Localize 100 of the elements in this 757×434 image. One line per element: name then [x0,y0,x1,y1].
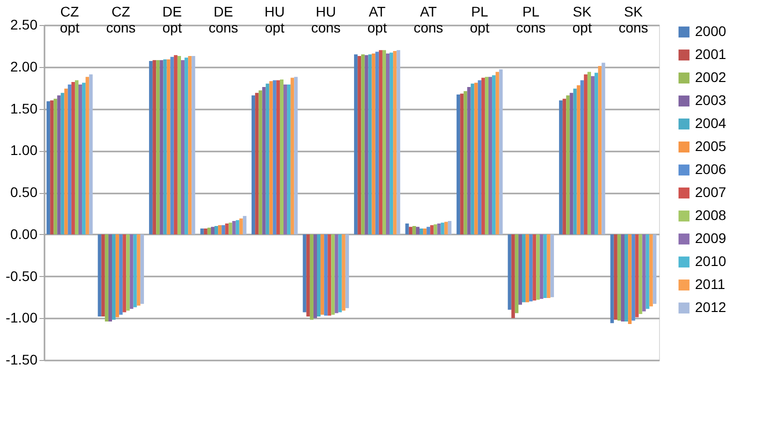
bar [174,55,178,234]
bar [272,80,276,234]
bar [50,100,54,234]
bar [620,234,625,322]
bar [331,234,335,315]
bar [405,223,409,234]
x-tick-label: AT cons [414,4,444,36]
bar [188,56,192,234]
bar [492,75,496,234]
bar [266,84,270,234]
bar [228,222,232,234]
bar [649,234,653,306]
x-tick-label: SK opt [572,4,592,36]
bar [136,234,140,306]
legend-label: 2005 [695,138,726,154]
x-tick-label: CZ cons [106,4,136,36]
bar [543,234,547,298]
legend-label: 2006 [695,161,726,177]
bar [437,223,441,234]
bar [522,234,526,302]
bar [342,234,346,311]
x-tick-label: HU cons [311,4,341,36]
y-tick-label: 1.00 [10,142,38,158]
bar [587,72,591,234]
bar [430,225,434,234]
bar [610,234,614,324]
bar [546,234,550,298]
bar [302,234,306,312]
x-tick-label: PL cons [516,4,546,36]
bar [283,84,288,234]
bar [412,226,416,234]
bar [434,224,438,234]
bar [338,234,342,312]
bar [481,78,485,234]
bar [71,82,75,234]
bar [614,234,618,320]
bar [598,66,602,234]
bar [390,52,394,234]
bar [334,234,338,314]
bar [207,228,211,234]
bar [642,234,646,312]
bar [456,94,460,234]
bar [345,234,349,308]
bar [210,226,215,234]
y-tick-label: -1.00 [6,310,38,326]
bar [328,234,332,316]
bar [393,50,397,234]
bar [460,94,464,234]
legend-label: 2002 [695,69,726,85]
bar [192,56,196,234]
bar [122,234,126,312]
bar [156,60,160,234]
bar [225,223,229,234]
bar [628,234,632,324]
bar [526,234,530,302]
legend-label: 2001 [695,46,726,62]
bar [440,222,444,234]
bar [408,226,412,234]
bar [386,53,390,234]
bar [232,220,236,234]
bar [514,234,518,314]
bar [239,218,243,234]
bar [570,92,574,234]
y-tick-label: -0.50 [6,268,38,284]
bar [474,82,478,234]
bar [646,234,650,309]
y-tick-label: -1.50 [6,352,38,368]
bar [306,234,310,316]
bar [160,60,164,234]
bar [396,50,400,234]
legend-label: 2010 [695,253,726,269]
x-tick-label: DE cons [208,4,238,36]
bar [518,234,522,305]
bar [361,54,365,234]
bar [354,54,358,234]
bar [149,61,153,234]
bar [200,228,204,234]
bar [550,234,554,298]
legend-label: 2011 [695,276,726,292]
bar [119,234,123,315]
bar [444,222,448,234]
bar [467,86,471,234]
bar [584,74,588,234]
y-tick-label: 0.00 [10,226,38,242]
bar [635,234,639,318]
bar [317,234,321,316]
bar [177,56,181,234]
y-tick-label: 2.00 [10,58,38,74]
bar [632,234,636,321]
bar [255,92,259,234]
bar [364,55,368,234]
bar [86,76,90,234]
legend-label: 2009 [695,230,726,246]
bar [496,72,500,234]
bar [184,58,188,234]
bar [499,69,503,234]
bar [236,220,240,234]
bar [375,52,379,234]
x-tick-label: PL opt [470,4,490,36]
bar [416,226,420,234]
